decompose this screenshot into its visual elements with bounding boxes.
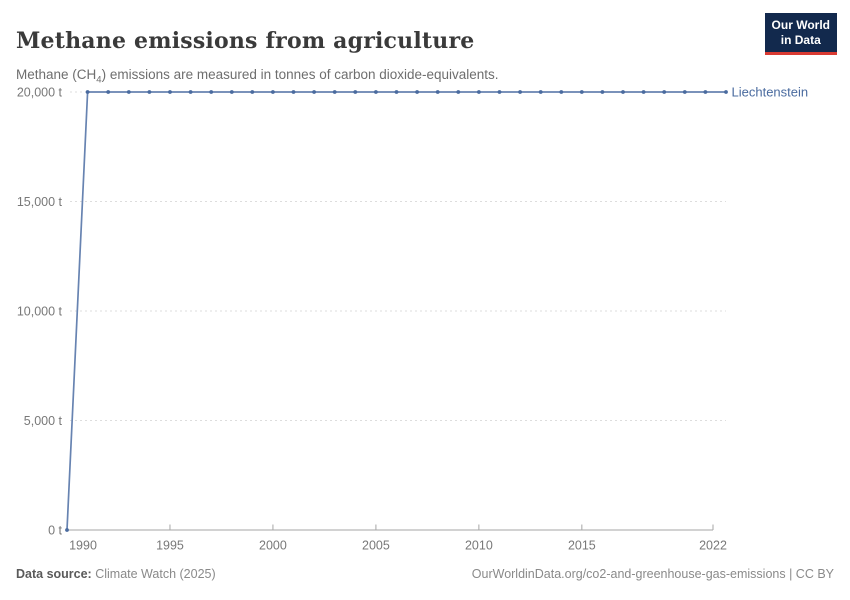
x-axis-label: 2005 xyxy=(362,539,390,553)
data-point[interactable] xyxy=(353,90,358,94)
data-point[interactable] xyxy=(662,90,667,94)
data-point[interactable] xyxy=(126,90,131,94)
y-axis-label: 5,000 t xyxy=(24,414,63,428)
data-point[interactable] xyxy=(600,90,605,94)
data-point[interactable] xyxy=(291,90,296,94)
data-point[interactable] xyxy=(147,90,152,94)
data-point[interactable] xyxy=(518,90,522,94)
data-point[interactable] xyxy=(682,90,687,94)
owid-logo[interactable]: Our World in Data xyxy=(764,13,837,55)
data-point[interactable] xyxy=(559,90,564,94)
data-source-value: Climate Watch (2025) xyxy=(95,567,216,581)
x-axis-label: 2000 xyxy=(259,539,287,553)
data-point[interactable] xyxy=(579,90,584,94)
y-axis-label: 0 t xyxy=(48,524,62,538)
x-axis-label: 2015 xyxy=(568,539,596,553)
chart-footer: Data source: Climate Watch (2025) OurWor… xyxy=(16,567,834,581)
data-point[interactable] xyxy=(435,90,440,94)
y-axis-label: 20,000 t xyxy=(17,86,63,100)
data-point[interactable] xyxy=(477,90,481,94)
data-point[interactable] xyxy=(415,90,419,94)
data-source-label: Data source: xyxy=(16,567,92,581)
data-point[interactable] xyxy=(374,90,378,94)
data-point[interactable] xyxy=(332,90,337,94)
x-axis-label: 1990 xyxy=(69,539,97,553)
owid-logo-line2: in Data xyxy=(780,33,821,48)
data-point[interactable] xyxy=(271,90,275,94)
data-point[interactable] xyxy=(724,90,728,94)
data-point[interactable] xyxy=(65,528,69,532)
data-point[interactable] xyxy=(538,90,543,94)
y-axis-label: 15,000 t xyxy=(17,195,63,209)
data-point[interactable] xyxy=(188,90,193,94)
data-point[interactable] xyxy=(229,90,234,94)
data-point[interactable] xyxy=(250,90,255,94)
data-point[interactable] xyxy=(106,90,111,94)
data-point[interactable] xyxy=(85,90,90,94)
data-point[interactable] xyxy=(312,90,316,94)
data-point[interactable] xyxy=(703,90,708,94)
page-title: Methane emissions from agriculture xyxy=(16,27,475,54)
x-axis-label: 2010 xyxy=(465,539,493,553)
data-point[interactable] xyxy=(456,90,461,94)
data-point[interactable] xyxy=(641,90,646,94)
series-label-liechtenstein[interactable]: Liechtenstein xyxy=(732,85,809,100)
data-point[interactable] xyxy=(394,90,399,94)
subtitle-text-cont: ) emissions are measured in tonnes of ca… xyxy=(101,66,499,82)
data-point[interactable] xyxy=(621,90,625,94)
data-point[interactable] xyxy=(497,90,502,94)
data-source: Data source: Climate Watch (2025) xyxy=(16,567,216,581)
subtitle-subscript: 4 xyxy=(96,74,102,86)
x-axis-label: 1995 xyxy=(156,539,184,553)
credit-link[interactable]: OurWorldinData.org/co2-and-greenhouse-ga… xyxy=(471,567,834,581)
x-axis-label: 2022 xyxy=(699,539,727,553)
chart-subtitle: Methane (CH4) emissions are measured in … xyxy=(16,67,499,86)
data-point[interactable] xyxy=(168,90,172,94)
y-axis-label: 10,000 t xyxy=(17,305,63,319)
subtitle-text: Methane (CH xyxy=(16,66,97,82)
owid-logo-line1: Our World xyxy=(771,18,830,32)
data-point[interactable] xyxy=(209,90,214,94)
